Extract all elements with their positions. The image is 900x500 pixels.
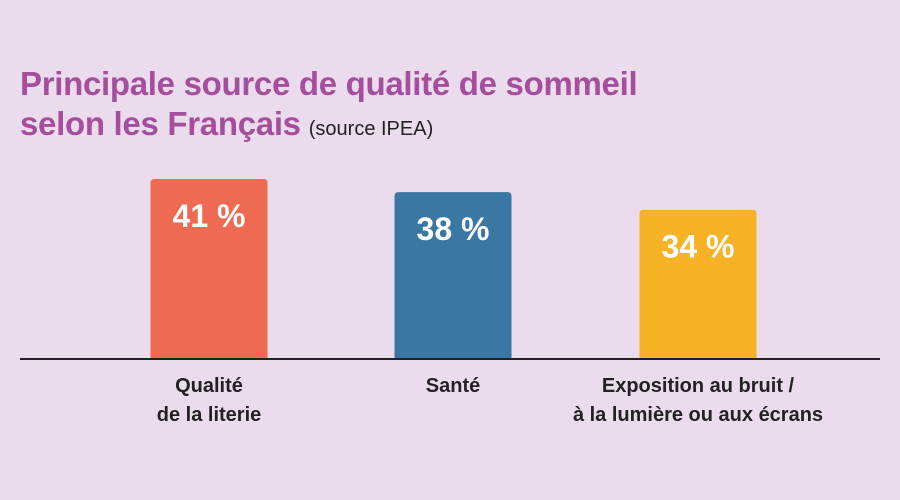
bar-group-3: 34 % — [639, 209, 757, 359]
category-label-3-line-1: Exposition au bruit / — [602, 375, 795, 397]
chart-title-line-2-text: selon les Français — [20, 105, 301, 142]
bar-1 — [150, 179, 268, 359]
bar-group-1: 41 % — [150, 179, 268, 359]
chart-source: (source IPEA) — [308, 118, 434, 140]
category-label-3-line-2: à la lumière ou aux écrans — [573, 404, 823, 426]
category-label-1-line-2: de la literie — [157, 404, 262, 426]
category-label-1: Qualité de la literie — [157, 375, 262, 426]
category-label-2-line-1: Santé — [426, 375, 480, 397]
chart-title: Principale source de qualité de sommeil … — [20, 64, 638, 149]
bar-value-label-3: 34 % — [662, 229, 735, 265]
chart-title-line-1: Principale source de qualité de sommeil — [20, 65, 638, 102]
bar-2 — [394, 192, 512, 359]
bar-3 — [639, 209, 757, 359]
bar-value-label-2: 38 % — [417, 211, 490, 247]
category-label-3: Exposition au bruit / à la lumière ou aux… — [573, 375, 823, 426]
bar-value-label-1: 41 % — [173, 198, 246, 234]
bar-group-2: 38 % — [394, 192, 512, 359]
chart-title-line-2: selon les Français (source IPEA) — [20, 104, 637, 149]
category-label-1-line-1: Qualité — [175, 375, 243, 397]
category-label-2: Santé — [426, 375, 480, 397]
